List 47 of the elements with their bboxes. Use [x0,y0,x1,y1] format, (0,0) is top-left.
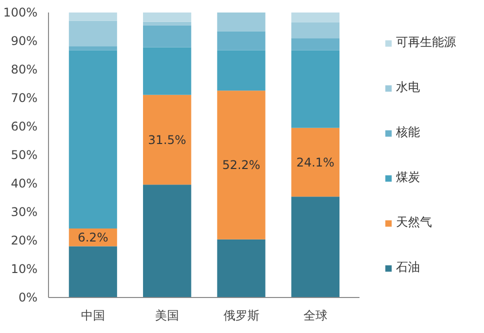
bar [291,50,340,128]
bar [217,50,266,91]
bar [143,184,192,298]
bar [291,22,340,38]
y-tick-label: 70% [10,91,38,105]
bar [68,12,118,21]
bar [143,22,192,26]
x-tick-label: 全球 [303,308,328,322]
bar [68,246,118,298]
data-label: 52.2% [222,158,260,172]
y-tick-label: 30% [10,205,38,219]
data-label: 24.1% [296,155,334,170]
legend-label: 核能 [396,124,420,141]
y-tick-label: 0% [18,290,38,304]
bar [68,46,118,50]
bar [217,12,266,32]
data-label: 6.2% [78,230,108,244]
y-tick-label: 90% [10,34,38,48]
bar [217,31,266,50]
y-tick-label: 60% [10,120,38,134]
y-tick-label: 40% [10,176,38,190]
bar [143,47,192,95]
bar [217,239,266,298]
bar [291,38,340,50]
bar [291,12,340,22]
bar [143,25,192,48]
y-tick-label: 100% [3,6,38,20]
y-tick-label: 10% [10,262,38,276]
x-tick-label: 美国 [155,308,180,322]
bar [143,94,192,185]
x-tick-label: 俄罗斯 [223,308,260,322]
legend-label: 煤炭 [396,169,420,186]
y-tick-label: 20% [10,234,38,248]
bar [68,20,118,46]
bar [291,128,340,197]
bar [143,12,192,22]
y-tick-label: 80% [10,62,38,76]
y-tick-label: 50% [10,148,38,162]
legend-label: 水电 [396,79,420,96]
bar [291,196,340,298]
x-tick-label: 中国 [80,308,105,322]
legend-label: 可再生能源 [396,34,456,51]
data-label: 31.5% [148,132,186,147]
bar [68,50,118,229]
legend-label: 石油 [396,259,420,276]
bar [217,90,266,240]
legend-label: 天然气 [396,214,432,231]
